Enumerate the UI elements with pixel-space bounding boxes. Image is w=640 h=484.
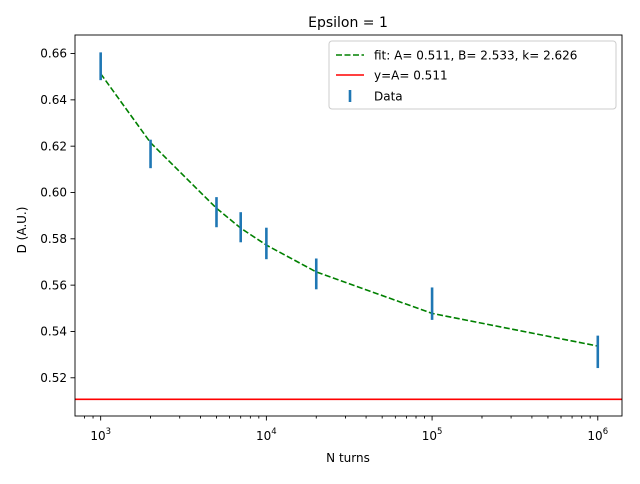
y-tick-label: 0.52 [40, 371, 67, 385]
x-tick-label: 106 [587, 427, 608, 443]
y-tick-label: 0.54 [40, 325, 67, 339]
y-tick-label: 0.64 [40, 93, 67, 107]
y-tick-label: 0.60 [40, 186, 67, 200]
legend-hline-label: y=A= 0.511 [374, 69, 448, 83]
legend-box [328, 40, 617, 110]
legend: fit: A= 0.511, B= 2.533, k= 2.626 y=A= 0.… [328, 40, 617, 110]
axes: 103 104 105 106 0.52 0.54 0.56 0.58 0.60 0.62 0.64… [40, 34, 623, 443]
y-tick-label: 0.62 [40, 139, 67, 153]
x-tick-label: 104 [256, 427, 277, 443]
plot-area [75, 52, 622, 401]
legend-data-label: Data [374, 90, 403, 104]
plot-content [75, 52, 622, 401]
x-tick-label: 105 [422, 427, 443, 443]
y-tick-label: 0.66 [40, 47, 67, 61]
x-tick-label: 103 [90, 427, 111, 443]
y-tick-label: 0.58 [40, 232, 67, 246]
x-axis-label: N turns [326, 451, 370, 465]
legend-fit-label: fit: A= 0.511, B= 2.533, k= 2.626 [374, 49, 577, 63]
fit-series-line [100, 73, 598, 347]
chart-title: Epsilon = 1 [308, 15, 388, 31]
y-tick-label: 0.56 [40, 278, 67, 292]
axes-frame [74, 34, 623, 417]
y-axis-label: D (A.U.) [15, 207, 29, 254]
